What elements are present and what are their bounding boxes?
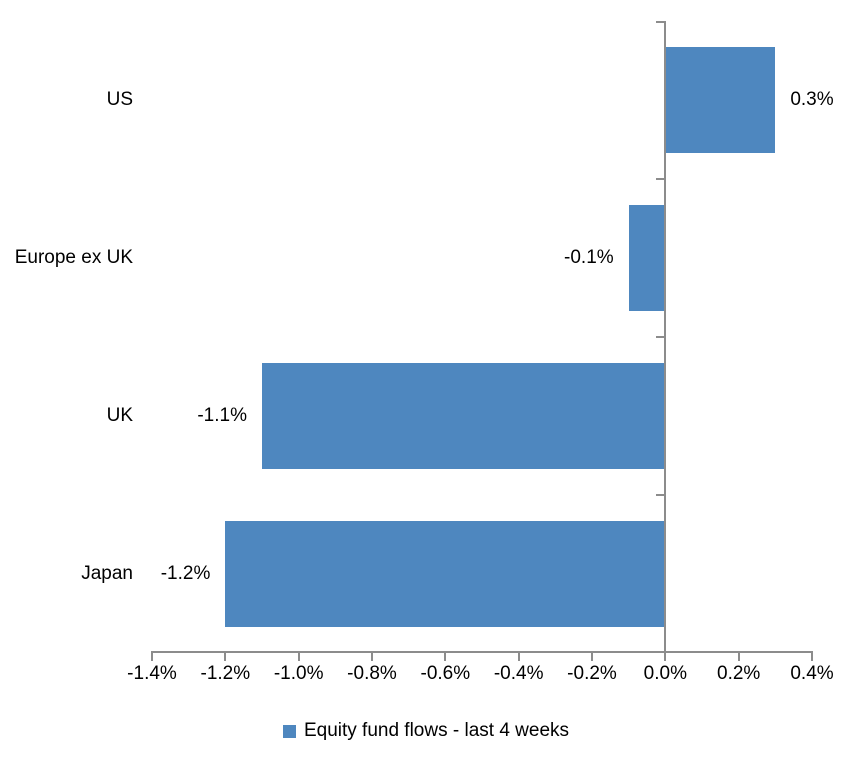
x-tick-mark-7 xyxy=(664,653,667,661)
category-boundary-tick xyxy=(656,336,666,338)
plot-area: 0.3% -0.1% -1.1% -1.2% -1.4% -1.2% -1.0% -0.8% -… xyxy=(127,21,834,684)
x-tick-mark-2 xyxy=(297,653,300,661)
x-tick-mark-6 xyxy=(591,653,593,661)
x-tick-label-1: -1.2% xyxy=(200,663,251,684)
category-label-us: US xyxy=(106,89,133,110)
category-label-uk: UK xyxy=(106,405,133,426)
legend-marker-icon xyxy=(282,724,296,738)
x-tick-mark-1 xyxy=(224,653,227,661)
category-boundary-tick xyxy=(656,494,666,496)
bar-uk xyxy=(262,363,666,469)
x-tick-label-2: -1.0% xyxy=(273,663,324,684)
legend: Equity fund flows - last 4 weeks xyxy=(0,718,852,744)
legend-label: Equity fund flows - last 4 weeks xyxy=(303,720,570,741)
x-tick-mark-5 xyxy=(517,653,520,661)
x-axis-line xyxy=(151,651,813,653)
category-label-japan: Japan xyxy=(81,563,133,584)
x-tick-mark-0 xyxy=(151,653,153,661)
x-tick-mark-9 xyxy=(811,653,813,661)
x-tick-label-8: 0.2% xyxy=(717,663,761,684)
category-boundary-tick xyxy=(656,178,666,180)
x-tick-mark-8 xyxy=(737,653,740,661)
data-label-uk: -1.1% xyxy=(197,405,247,426)
x-tick-label-0: -1.4% xyxy=(127,663,177,684)
x-tick-label-7: 0.0% xyxy=(643,663,687,684)
x-tick-label-9: 0.4% xyxy=(790,663,834,684)
bar-japan xyxy=(225,521,666,627)
data-label-japan: -1.2% xyxy=(160,563,211,584)
data-label-us: 0.3% xyxy=(790,89,834,110)
x-tick-label-3: -0.8% xyxy=(347,663,397,684)
bar-us xyxy=(665,47,776,153)
data-label-europe-ex-uk: -0.1% xyxy=(564,247,614,268)
bar-europe-ex-uk xyxy=(628,205,666,311)
x-tick-mark-3 xyxy=(371,653,373,661)
x-tick-mark-4 xyxy=(444,653,447,661)
category-label-europe-ex-uk: Europe ex UK xyxy=(14,247,133,268)
x-tick-label-5: -0.4% xyxy=(493,663,544,684)
x-tick-label-6: -0.2% xyxy=(567,663,617,684)
category-boundary-tick xyxy=(656,21,666,23)
x-tick-label-4: -0.6% xyxy=(420,663,471,684)
zero-axis-line xyxy=(664,21,667,653)
